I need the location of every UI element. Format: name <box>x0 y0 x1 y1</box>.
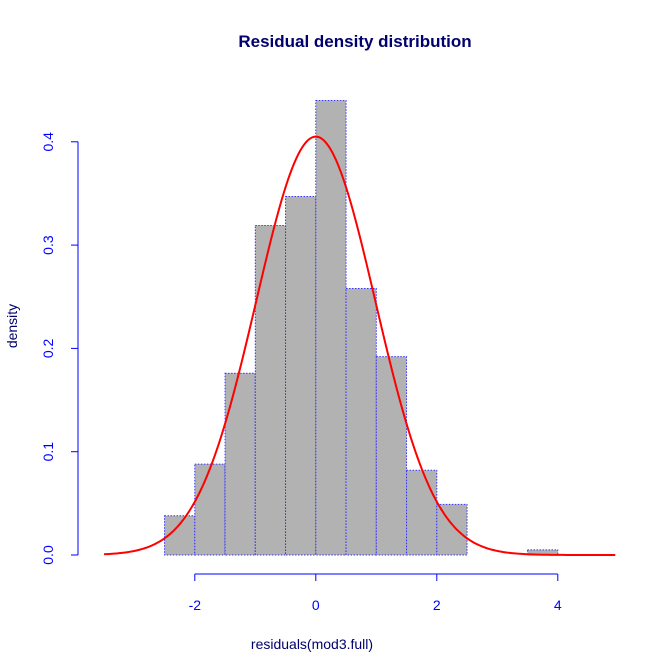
histogram-bars <box>164 99 559 556</box>
density-curve <box>104 135 616 556</box>
histogram-bar-3 <box>254 224 287 556</box>
histogram-bar-8 <box>406 469 438 556</box>
x-tick-label-3: 4 <box>554 597 562 613</box>
y-tick-label-0: 0.0 <box>40 545 56 565</box>
x-tick-label-1: 0 <box>312 597 320 613</box>
y-axis-label: density <box>4 304 20 348</box>
histogram-bar-12 <box>527 549 559 556</box>
histogram-bar-2 <box>224 372 256 556</box>
histogram-bar-9 <box>436 503 468 556</box>
histogram-bar-7 <box>375 356 408 556</box>
histogram-bar-6 <box>345 287 377 556</box>
y-axis: 0.0 0.1 0.2 0.3 0.4 <box>40 132 79 565</box>
chart-title: Residual density distribution <box>238 32 471 51</box>
density-curve-layer <box>104 135 616 556</box>
y-tick-label-1: 0.1 <box>40 442 56 462</box>
y-tick-label-3: 0.3 <box>40 235 56 255</box>
x-tick-label-0: -2 <box>189 597 202 613</box>
x-axis: -2 0 2 4 <box>189 573 562 613</box>
x-tick-label-2: 2 <box>433 597 441 613</box>
x-axis-label: residuals(mod3.full) <box>251 636 373 652</box>
histogram-bar-4 <box>285 196 317 556</box>
y-tick-label-4: 0.4 <box>40 132 56 152</box>
histogram-bar-1 <box>194 463 226 556</box>
y-tick-label-2: 0.2 <box>40 338 56 358</box>
histogram-bar-5 <box>315 99 347 556</box>
